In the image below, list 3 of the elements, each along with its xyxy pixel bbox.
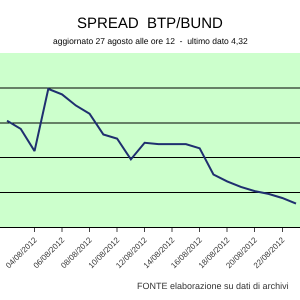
source-note: FONTE elaborazione su dati di archivi xyxy=(137,281,289,291)
chart-title: SPREAD BTP/BUND xyxy=(77,15,224,32)
chart-subtitle: aggiornato 27 agosto alle ore 12 - ultimo dato 4,32 xyxy=(53,36,248,46)
